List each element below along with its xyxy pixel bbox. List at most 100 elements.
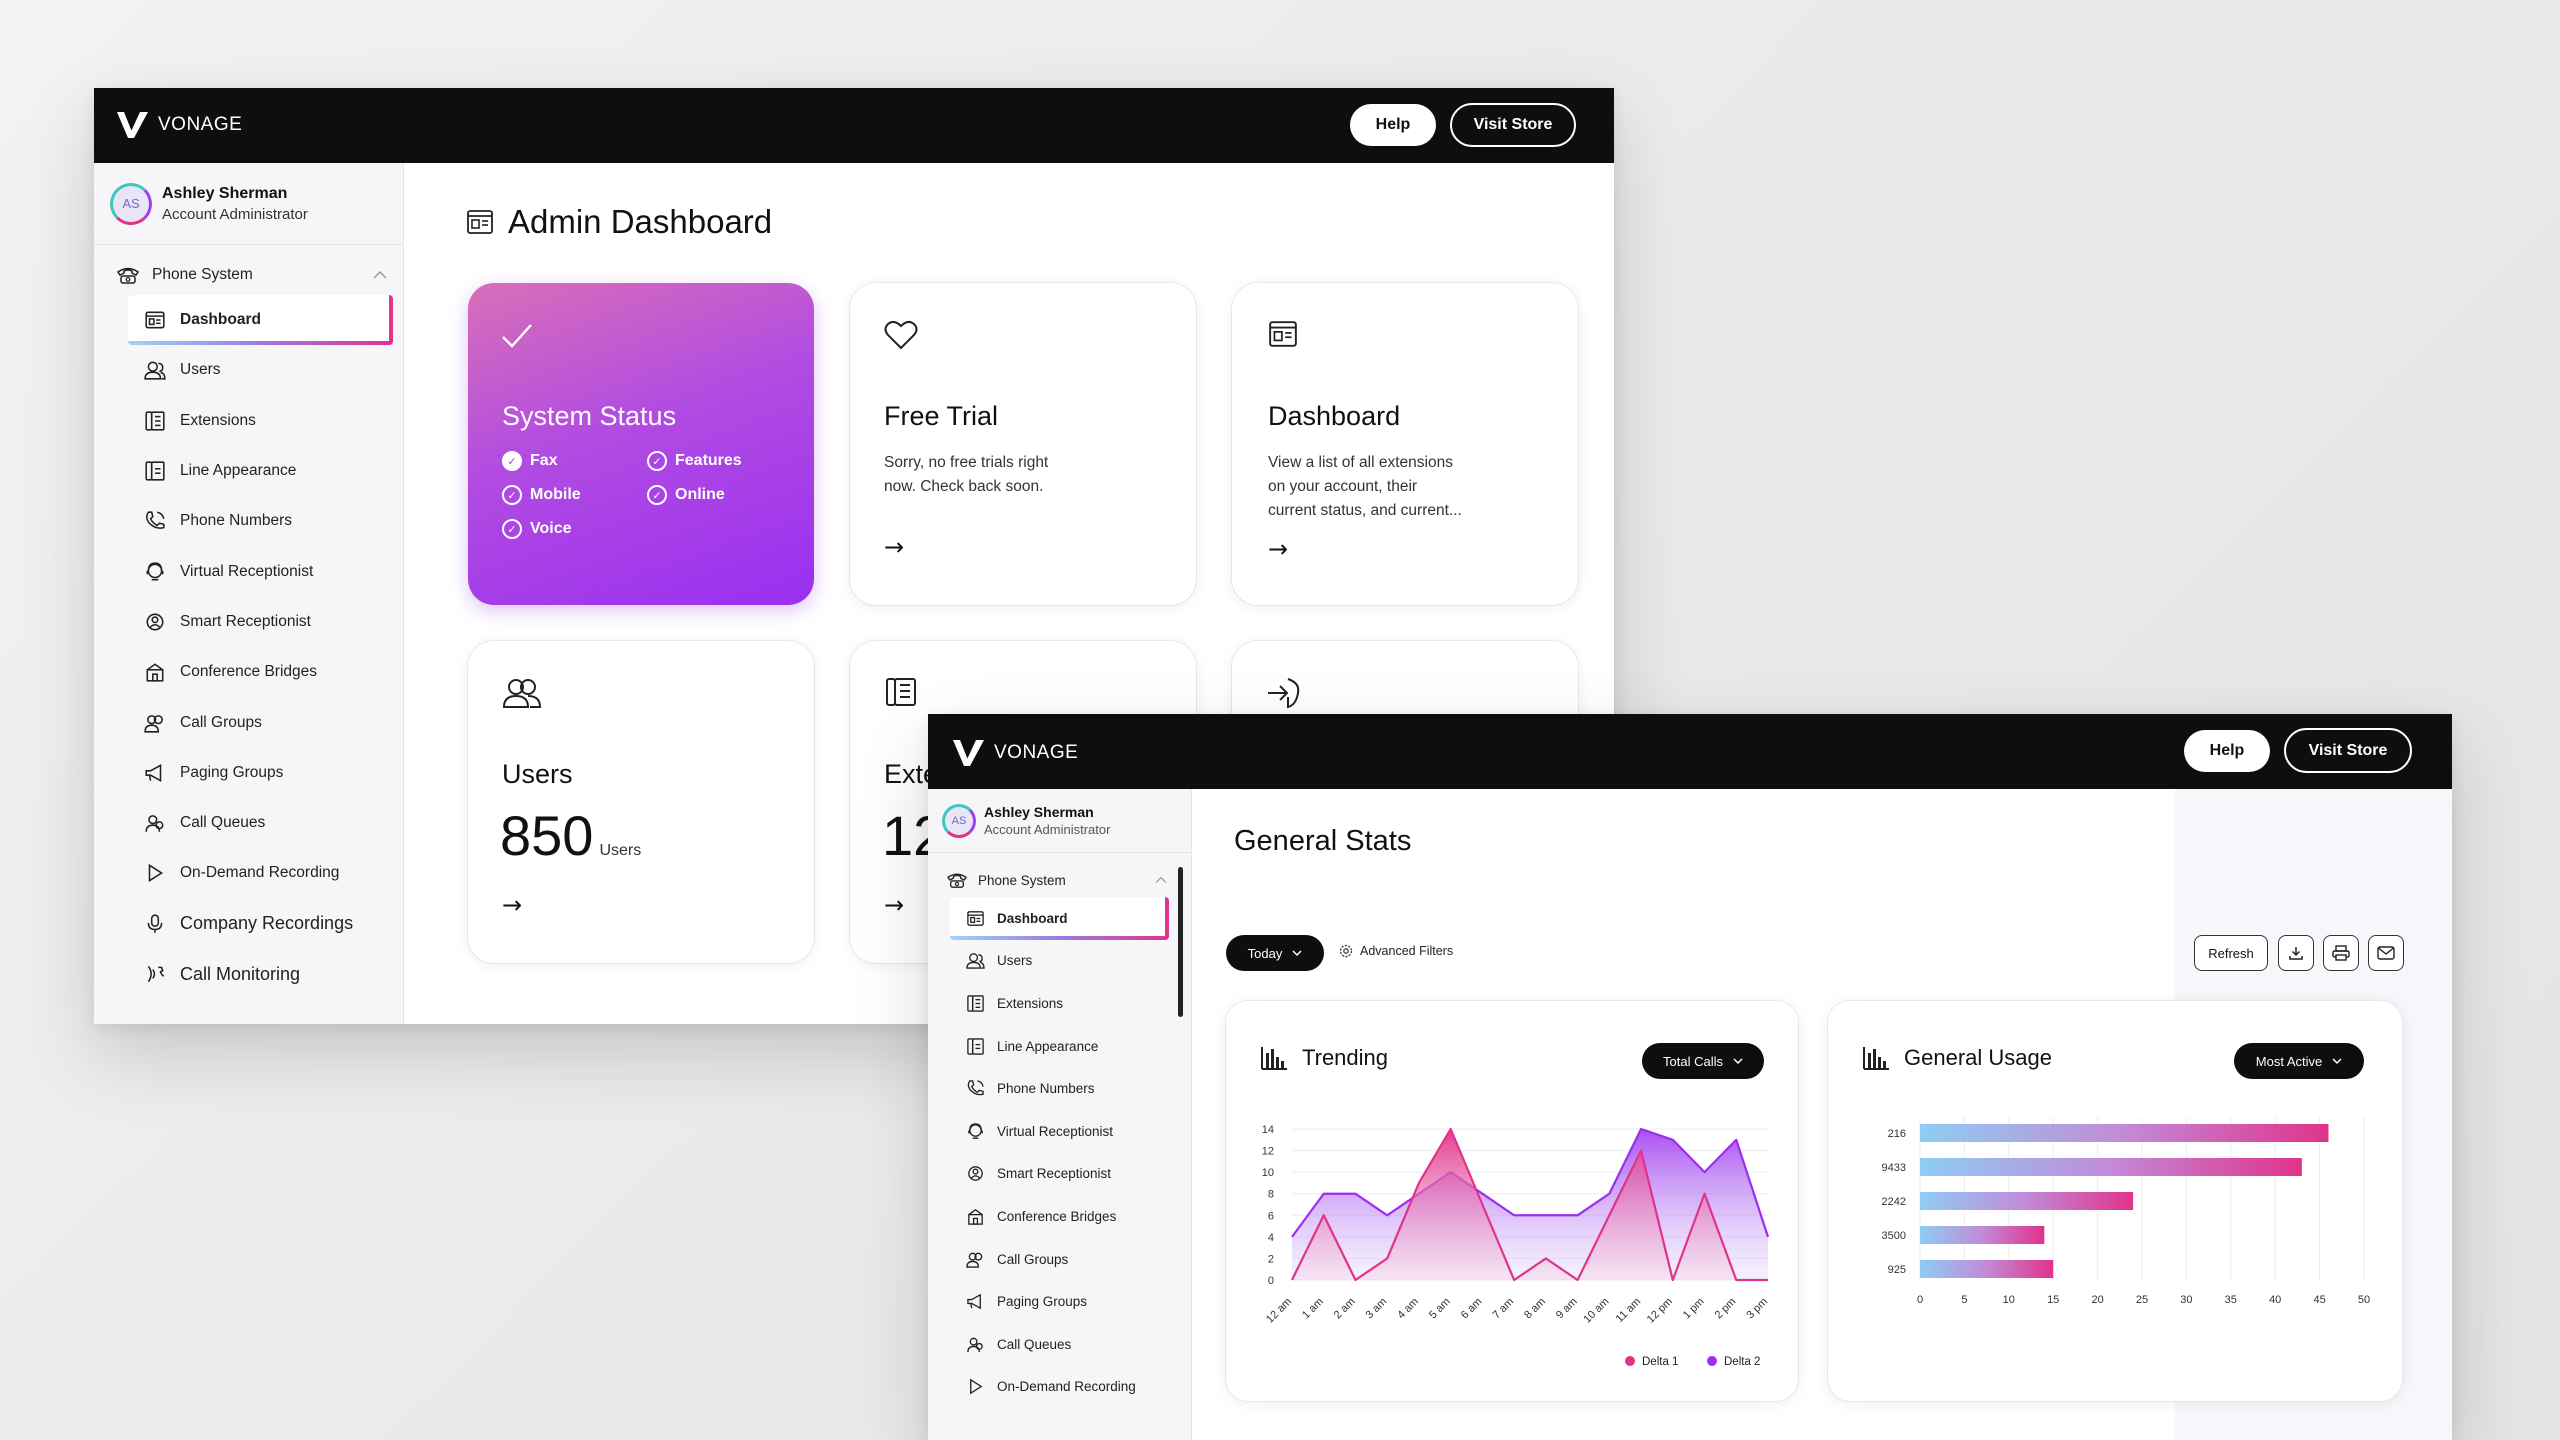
- active-indicator: [950, 935, 1169, 940]
- sidebar-item-users[interactable]: Users: [950, 940, 1169, 983]
- arrow-right-icon[interactable]: →: [1268, 535, 1289, 563]
- check-icon: [502, 324, 532, 348]
- sidebar-item-call-queues[interactable]: Call Queues: [128, 798, 393, 848]
- advanced-filters-button[interactable]: Advanced Filters: [1338, 943, 1453, 959]
- status-checks: ✓ Fax ✓ Features ✓ Mobile ✓ Online ✓ Voice: [502, 451, 792, 539]
- sidebar-item-virtual-receptionist[interactable]: Virtual Receptionist: [128, 546, 393, 596]
- dashboard-card[interactable]: Dashboard View a list of all extensions …: [1232, 283, 1578, 605]
- x-tick-label: 25: [2136, 1294, 2148, 1306]
- y-category-label: 925: [1888, 1264, 1906, 1276]
- x-tick-label: 4 am: [1395, 1296, 1421, 1322]
- sidebar-item-extensions[interactable]: Extensions: [128, 396, 393, 446]
- sidebar-item-extensions[interactable]: Extensions: [950, 982, 1169, 1025]
- help-button[interactable]: Help: [1350, 104, 1436, 146]
- chevron-up-icon[interactable]: [373, 270, 387, 280]
- vonage-logo[interactable]: VONAGE: [952, 738, 1078, 768]
- total-calls-dropdown[interactable]: Total Calls: [1642, 1043, 1764, 1079]
- user-profile[interactable]: AS Ashley Sherman Account Administrator: [94, 163, 403, 245]
- users-card[interactable]: Users 850 Users →: [468, 641, 814, 963]
- print-button[interactable]: [2323, 935, 2359, 971]
- dropdown-label: Total Calls: [1663, 1053, 1723, 1069]
- page-title: General Stats: [1234, 825, 1412, 857]
- sidebar-item-virtual-receptionist[interactable]: Virtual Receptionist: [950, 1110, 1169, 1153]
- y-category-label: 2242: [1882, 1196, 1906, 1208]
- user-name: Ashley Sherman: [162, 184, 288, 202]
- x-tick-label: 50: [2358, 1294, 2370, 1306]
- desc-line: on your account, their: [1268, 478, 1418, 495]
- extensions-icon: [886, 678, 916, 706]
- line-delta-2: [1291, 1127, 1770, 1238]
- legend-swatch: [1707, 1356, 1717, 1366]
- bar: [1920, 1158, 2302, 1176]
- visit-store-button[interactable]: Visit Store: [1450, 103, 1576, 147]
- free-trial-card[interactable]: Free Trial Sorry, no free trials right n…: [850, 283, 1196, 605]
- desc-line: current status, and current...: [1268, 502, 1462, 519]
- trending-chart-card: Trending Total Calls 0 2 4 6 8 10 12 14 12 am 1 a…: [1226, 1001, 1798, 1401]
- download-button[interactable]: [2278, 935, 2314, 971]
- x-tick-label: 10: [2003, 1294, 2015, 1306]
- sidebar-item-line-appearance[interactable]: Line Appearance: [950, 1025, 1169, 1068]
- bar-chart-icon: [1863, 1047, 1889, 1070]
- sidebar-item-dashboard[interactable]: Dashboard: [128, 295, 393, 346]
- sidebar-item-paging-groups[interactable]: Paging Groups: [950, 1280, 1169, 1323]
- download-icon: [2289, 947, 2303, 960]
- status-label: Features: [675, 452, 742, 469]
- sidebar-item-users[interactable]: Users: [128, 345, 393, 395]
- sidebar-item-phone-numbers[interactable]: Phone Numbers: [128, 496, 393, 546]
- sidebar-item-label: Company Recordings: [180, 913, 354, 934]
- sidebar-scrollbar[interactable]: [1178, 867, 1183, 1017]
- sidebar-item-dashboard[interactable]: Dashboard: [950, 897, 1169, 940]
- sidebar-item-company-recordings[interactable]: Company Recordings: [128, 899, 393, 949]
- phone-numbers-icon: [145, 511, 165, 530]
- vonage-logo[interactable]: VONAGE: [116, 110, 242, 140]
- check-circle-filled-icon: ✓: [502, 451, 522, 471]
- sidebar-item-phone-numbers[interactable]: Phone Numbers: [950, 1067, 1169, 1110]
- sidebar-item-label: Call Groups: [997, 1251, 1069, 1267]
- print-icon: [2332, 945, 2350, 961]
- sidebar-item-call-groups[interactable]: Call Groups: [128, 697, 393, 747]
- chevron-up-icon[interactable]: [1155, 876, 1167, 884]
- sidebar-item-conference-bridges[interactable]: Conference Bridges: [950, 1195, 1169, 1238]
- email-button[interactable]: [2368, 935, 2404, 971]
- top-bar: VONAGE Help Visit Store: [94, 88, 1614, 163]
- sidebar-item-smart-receptionist[interactable]: Smart Receptionist: [128, 597, 393, 647]
- trending-chart: 0 2 4 6 8 10 12 14 12 am 1 am 2 am 3 am 4 am 5 am 6 am…: [1262, 1124, 1770, 1368]
- sidebar-item-conference-bridges[interactable]: Conference Bridges: [128, 647, 393, 697]
- x-tick-label: 20: [2091, 1294, 2103, 1306]
- most-active-dropdown[interactable]: Most Active: [2234, 1043, 2364, 1079]
- arrow-right-icon[interactable]: →: [884, 533, 905, 561]
- bar: [1920, 1124, 2329, 1142]
- x-tick-label: 45: [2313, 1294, 2325, 1306]
- sidebar: AS Ashley Sherman Account Administrator …: [928, 789, 1192, 1440]
- card-title: Dashboard: [1268, 401, 1401, 431]
- help-button[interactable]: Help: [2184, 730, 2270, 772]
- sidebar-item-smart-receptionist[interactable]: Smart Receptionist: [950, 1153, 1169, 1196]
- system-status-card[interactable]: System Status ✓ Fax ✓ Features ✓ Mobile ✓ On…: [468, 283, 814, 605]
- nav-section-phone-system[interactable]: Phone System: [94, 255, 403, 295]
- x-tick-label: 40: [2269, 1294, 2281, 1306]
- dashboard-icon: [967, 910, 984, 926]
- arrow-right-icon[interactable]: →: [884, 891, 905, 919]
- users-count: 850: [500, 804, 594, 867]
- chart-title: General Usage: [1904, 1045, 2052, 1070]
- sidebar-item-on-demand-recording[interactable]: On-Demand Recording: [950, 1366, 1169, 1409]
- sidebar-item-call-groups[interactable]: Call Groups: [950, 1238, 1169, 1281]
- nav-section-phone-system[interactable]: Phone System: [928, 863, 1191, 897]
- sidebar-item-call-monitoring[interactable]: Call Monitoring: [128, 949, 393, 999]
- sidebar-item-call-queues[interactable]: Call Queues: [950, 1323, 1169, 1366]
- sidebar-item-label: Paging Groups: [997, 1294, 1088, 1310]
- paging-groups-icon: [967, 1293, 981, 1310]
- legend-label: Delta 1: [1642, 1356, 1678, 1368]
- visit-store-button[interactable]: Visit Store: [2284, 728, 2412, 773]
- today-filter-dropdown[interactable]: Today: [1226, 935, 1324, 971]
- sidebar-item-line-appearance[interactable]: Line Appearance: [128, 446, 393, 496]
- x-tick-label: 35: [2225, 1294, 2237, 1306]
- sidebar-item-on-demand-recording[interactable]: On-Demand Recording: [128, 848, 393, 898]
- refresh-button[interactable]: Refresh: [2194, 935, 2268, 971]
- sidebar-item-label: Phone Numbers: [997, 1081, 1095, 1097]
- card-title: System Status: [502, 401, 677, 431]
- brand-wordmark: VONAGE: [994, 742, 1079, 763]
- arrow-right-icon[interactable]: →: [502, 891, 523, 919]
- sidebar-item-paging-groups[interactable]: Paging Groups: [128, 748, 393, 798]
- user-profile[interactable]: AS Ashley Sherman Account Administrator: [928, 789, 1191, 853]
